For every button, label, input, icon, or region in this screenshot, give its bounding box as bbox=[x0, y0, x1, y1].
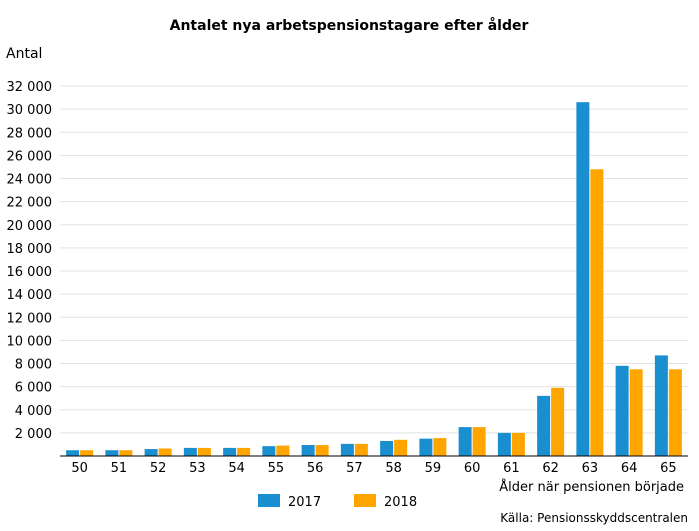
y-axis-label: Antal bbox=[6, 46, 42, 62]
bar-2017-64 bbox=[615, 365, 629, 456]
y-tick-label: 30 000 bbox=[7, 103, 53, 118]
legend: 2017 2018 bbox=[258, 494, 417, 510]
bar-2018-60 bbox=[472, 427, 486, 456]
y-tick-label: 26 000 bbox=[7, 149, 53, 164]
bar-2018-57 bbox=[354, 443, 368, 456]
y-tick-label: 2 000 bbox=[15, 427, 52, 442]
legend-label-2018: 2018 bbox=[384, 495, 417, 510]
bar-2018-52 bbox=[158, 448, 172, 456]
y-tick-label: 4 000 bbox=[15, 404, 52, 419]
y-tick-label: 6 000 bbox=[15, 381, 52, 396]
x-tick-label: 58 bbox=[385, 461, 402, 476]
y-tick-label: 8 000 bbox=[15, 358, 52, 373]
bar-2018-62 bbox=[551, 387, 565, 456]
bar-2018-53 bbox=[197, 447, 211, 456]
bar-2017-50 bbox=[66, 450, 80, 456]
x-tick-label: 51 bbox=[111, 461, 128, 476]
legend-swatch-2017 bbox=[258, 494, 280, 507]
bar-2018-54 bbox=[237, 447, 251, 456]
x-tick-label: 63 bbox=[582, 461, 599, 476]
x-tick-label: 50 bbox=[71, 461, 88, 476]
y-tick-label: 16 000 bbox=[7, 265, 53, 280]
bar-2017-62 bbox=[537, 395, 551, 456]
y-tick-label: 24 000 bbox=[7, 173, 53, 188]
x-tick-label: 59 bbox=[425, 461, 442, 476]
bar-2017-51 bbox=[105, 450, 119, 456]
bar-2017-55 bbox=[262, 446, 276, 456]
x-axis-label: Ålder när pensionen började bbox=[499, 479, 684, 495]
bar-2018-65 bbox=[668, 369, 682, 456]
bar-2017-58 bbox=[380, 440, 394, 456]
x-tick-label: 61 bbox=[503, 461, 520, 476]
chart-title: Antalet nya arbetspensionstagare efter å… bbox=[170, 17, 529, 34]
bar-2018-56 bbox=[315, 445, 329, 456]
y-tick-label: 18 000 bbox=[7, 242, 53, 257]
y-tick-label: 10 000 bbox=[7, 334, 53, 349]
bar-2018-59 bbox=[433, 438, 447, 456]
bar-2018-61 bbox=[511, 432, 525, 456]
bar-2018-55 bbox=[276, 445, 290, 456]
y-tick-label: 28 000 bbox=[7, 126, 53, 141]
y-tick-label: 22 000 bbox=[7, 196, 53, 211]
x-tick-label: 52 bbox=[150, 461, 167, 476]
y-tick-label: 20 000 bbox=[7, 219, 53, 234]
bar-2017-54 bbox=[223, 447, 237, 456]
source-note: Källa: Pensionsskyddscentralen bbox=[500, 511, 688, 525]
x-tick-label: 57 bbox=[346, 461, 363, 476]
bar-2017-63 bbox=[576, 102, 590, 456]
bar-2018-51 bbox=[119, 450, 133, 456]
bar-2018-64 bbox=[629, 369, 643, 456]
x-tick-label: 60 bbox=[464, 461, 481, 476]
y-tick-label: 14 000 bbox=[7, 288, 53, 303]
x-tick-label: 56 bbox=[307, 461, 324, 476]
bar-2017-56 bbox=[301, 445, 315, 456]
bar-2018-58 bbox=[394, 439, 408, 456]
bar-2018-63 bbox=[590, 169, 604, 456]
bar-2018-50 bbox=[80, 450, 94, 456]
x-tick-label: 62 bbox=[542, 461, 559, 476]
legend-label-2017: 2017 bbox=[288, 495, 321, 510]
x-tick-label: 53 bbox=[189, 461, 206, 476]
y-tick-labels: 2 000 4 000 6 000 8 000 10 000 12 000 14 000 16… bbox=[7, 80, 53, 442]
legend-swatch-2018 bbox=[354, 494, 376, 507]
x-tick-label: 65 bbox=[660, 461, 677, 476]
y-tick-label: 12 000 bbox=[7, 311, 53, 326]
bar-2017-57 bbox=[340, 443, 354, 456]
bar-2017-52 bbox=[144, 449, 158, 456]
x-tick-label: 64 bbox=[621, 461, 638, 476]
y-tick-label: 32 000 bbox=[7, 80, 53, 95]
bar-2017-53 bbox=[183, 447, 197, 456]
bars bbox=[66, 102, 682, 456]
bar-2017-65 bbox=[654, 355, 668, 456]
x-tick-label: 55 bbox=[268, 461, 285, 476]
x-tick-labels: 50 51 52 53 54 55 56 57 58 59 60 61 62 63 64 65 bbox=[71, 461, 676, 476]
bar-2017-59 bbox=[419, 438, 433, 456]
x-tick-label: 54 bbox=[228, 461, 245, 476]
bar-2017-61 bbox=[497, 432, 511, 456]
bar-2017-60 bbox=[458, 427, 472, 456]
